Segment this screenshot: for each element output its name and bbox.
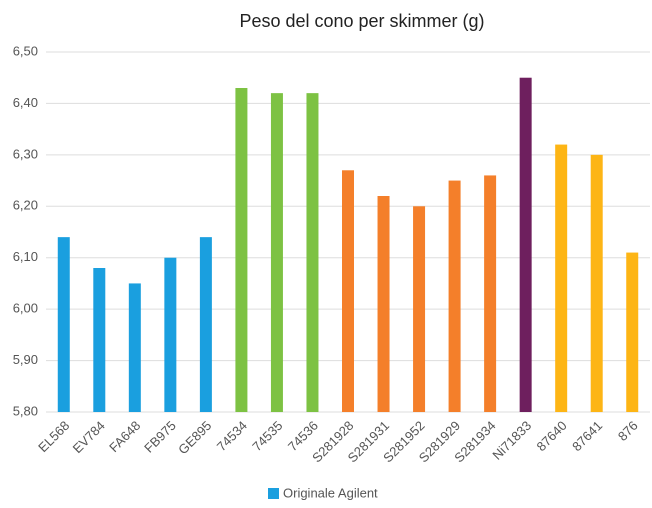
y-tick-label: 6,10	[13, 249, 38, 264]
bar	[57, 237, 70, 412]
legend-label: Originale Agilent	[283, 485, 378, 500]
bar	[306, 93, 319, 413]
x-tick-label: EL568	[35, 418, 72, 455]
x-tick-label: GE895	[175, 418, 214, 457]
bar	[342, 170, 354, 412]
bar	[270, 93, 283, 413]
bar	[484, 175, 497, 412]
bar	[555, 144, 568, 413]
x-tick-label: 87641	[569, 418, 605, 454]
bar	[377, 196, 390, 412]
x-tick-label: FB975	[141, 418, 179, 456]
bar	[519, 77, 532, 412]
bar	[164, 257, 177, 412]
y-tick-label: 5,90	[13, 352, 38, 367]
y-tick-label: 5,80	[13, 403, 38, 418]
bar	[93, 268, 106, 412]
x-tick-label: 74535	[249, 418, 285, 454]
y-tick-label: 6,20	[13, 198, 38, 213]
x-tick-label: EV784	[70, 418, 108, 456]
y-tick-label: 6,50	[13, 43, 38, 58]
bar	[413, 206, 426, 412]
x-tick-label: FA648	[106, 418, 143, 455]
bar	[626, 252, 639, 412]
y-tick-label: 6,40	[13, 95, 38, 110]
bar	[128, 283, 141, 412]
x-tick-label: Ni71833	[489, 418, 534, 463]
bar	[448, 180, 461, 412]
x-tick-label: 74534	[214, 418, 250, 454]
bar	[235, 88, 248, 412]
x-tick-label: 876	[615, 418, 641, 444]
x-tick-label: 87640	[534, 418, 570, 454]
y-tick-label: 6,00	[13, 301, 38, 316]
y-tick-label: 6,30	[13, 146, 38, 161]
bar	[199, 237, 212, 412]
chart-title: Peso del cono per skimmer (g)	[239, 11, 484, 31]
bar	[590, 154, 603, 412]
legend-swatch	[268, 488, 279, 499]
